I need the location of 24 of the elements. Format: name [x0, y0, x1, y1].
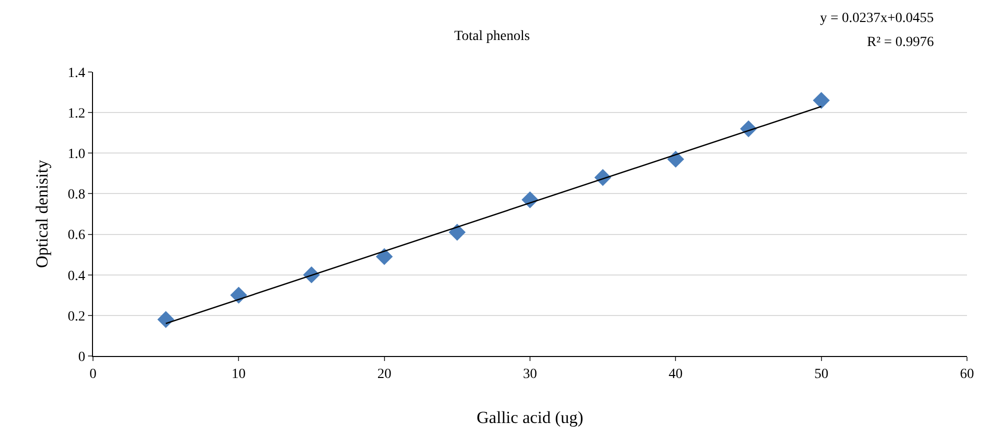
x-tick-label: 10	[232, 366, 246, 382]
y-tick-label: 0.2	[68, 309, 86, 324]
y-axis-title: Optical denisity	[32, 159, 52, 268]
point	[448, 224, 466, 241]
x-tick-label: 30	[523, 366, 537, 382]
x-tick-label: 0	[90, 366, 96, 382]
y-tick-label: 1.4	[68, 66, 86, 81]
y-tick-label: 0	[78, 350, 86, 365]
y-tick-label: 1.0	[68, 147, 86, 162]
x-axis-title: Gallic acid (ug)	[476, 408, 584, 428]
y-tick-label: 1.2	[68, 106, 86, 122]
x-tick-label: 40	[668, 366, 683, 382]
x-tick-label: 60	[960, 366, 974, 382]
point	[157, 311, 174, 328]
y-tick-label: 0.4	[68, 268, 86, 284]
y-tick-label: 0.6	[68, 228, 86, 244]
point	[376, 248, 393, 266]
text: R² = 0.9976	[867, 35, 934, 50]
x-tick-label: 50	[814, 366, 828, 382]
chart-title: Total phenols	[454, 28, 530, 44]
y-tick-label: 0.8	[68, 188, 86, 203]
text: y = 0.0237x+0.0455	[820, 11, 934, 26]
point	[812, 92, 830, 109]
x-tick-label: 20	[377, 366, 392, 382]
